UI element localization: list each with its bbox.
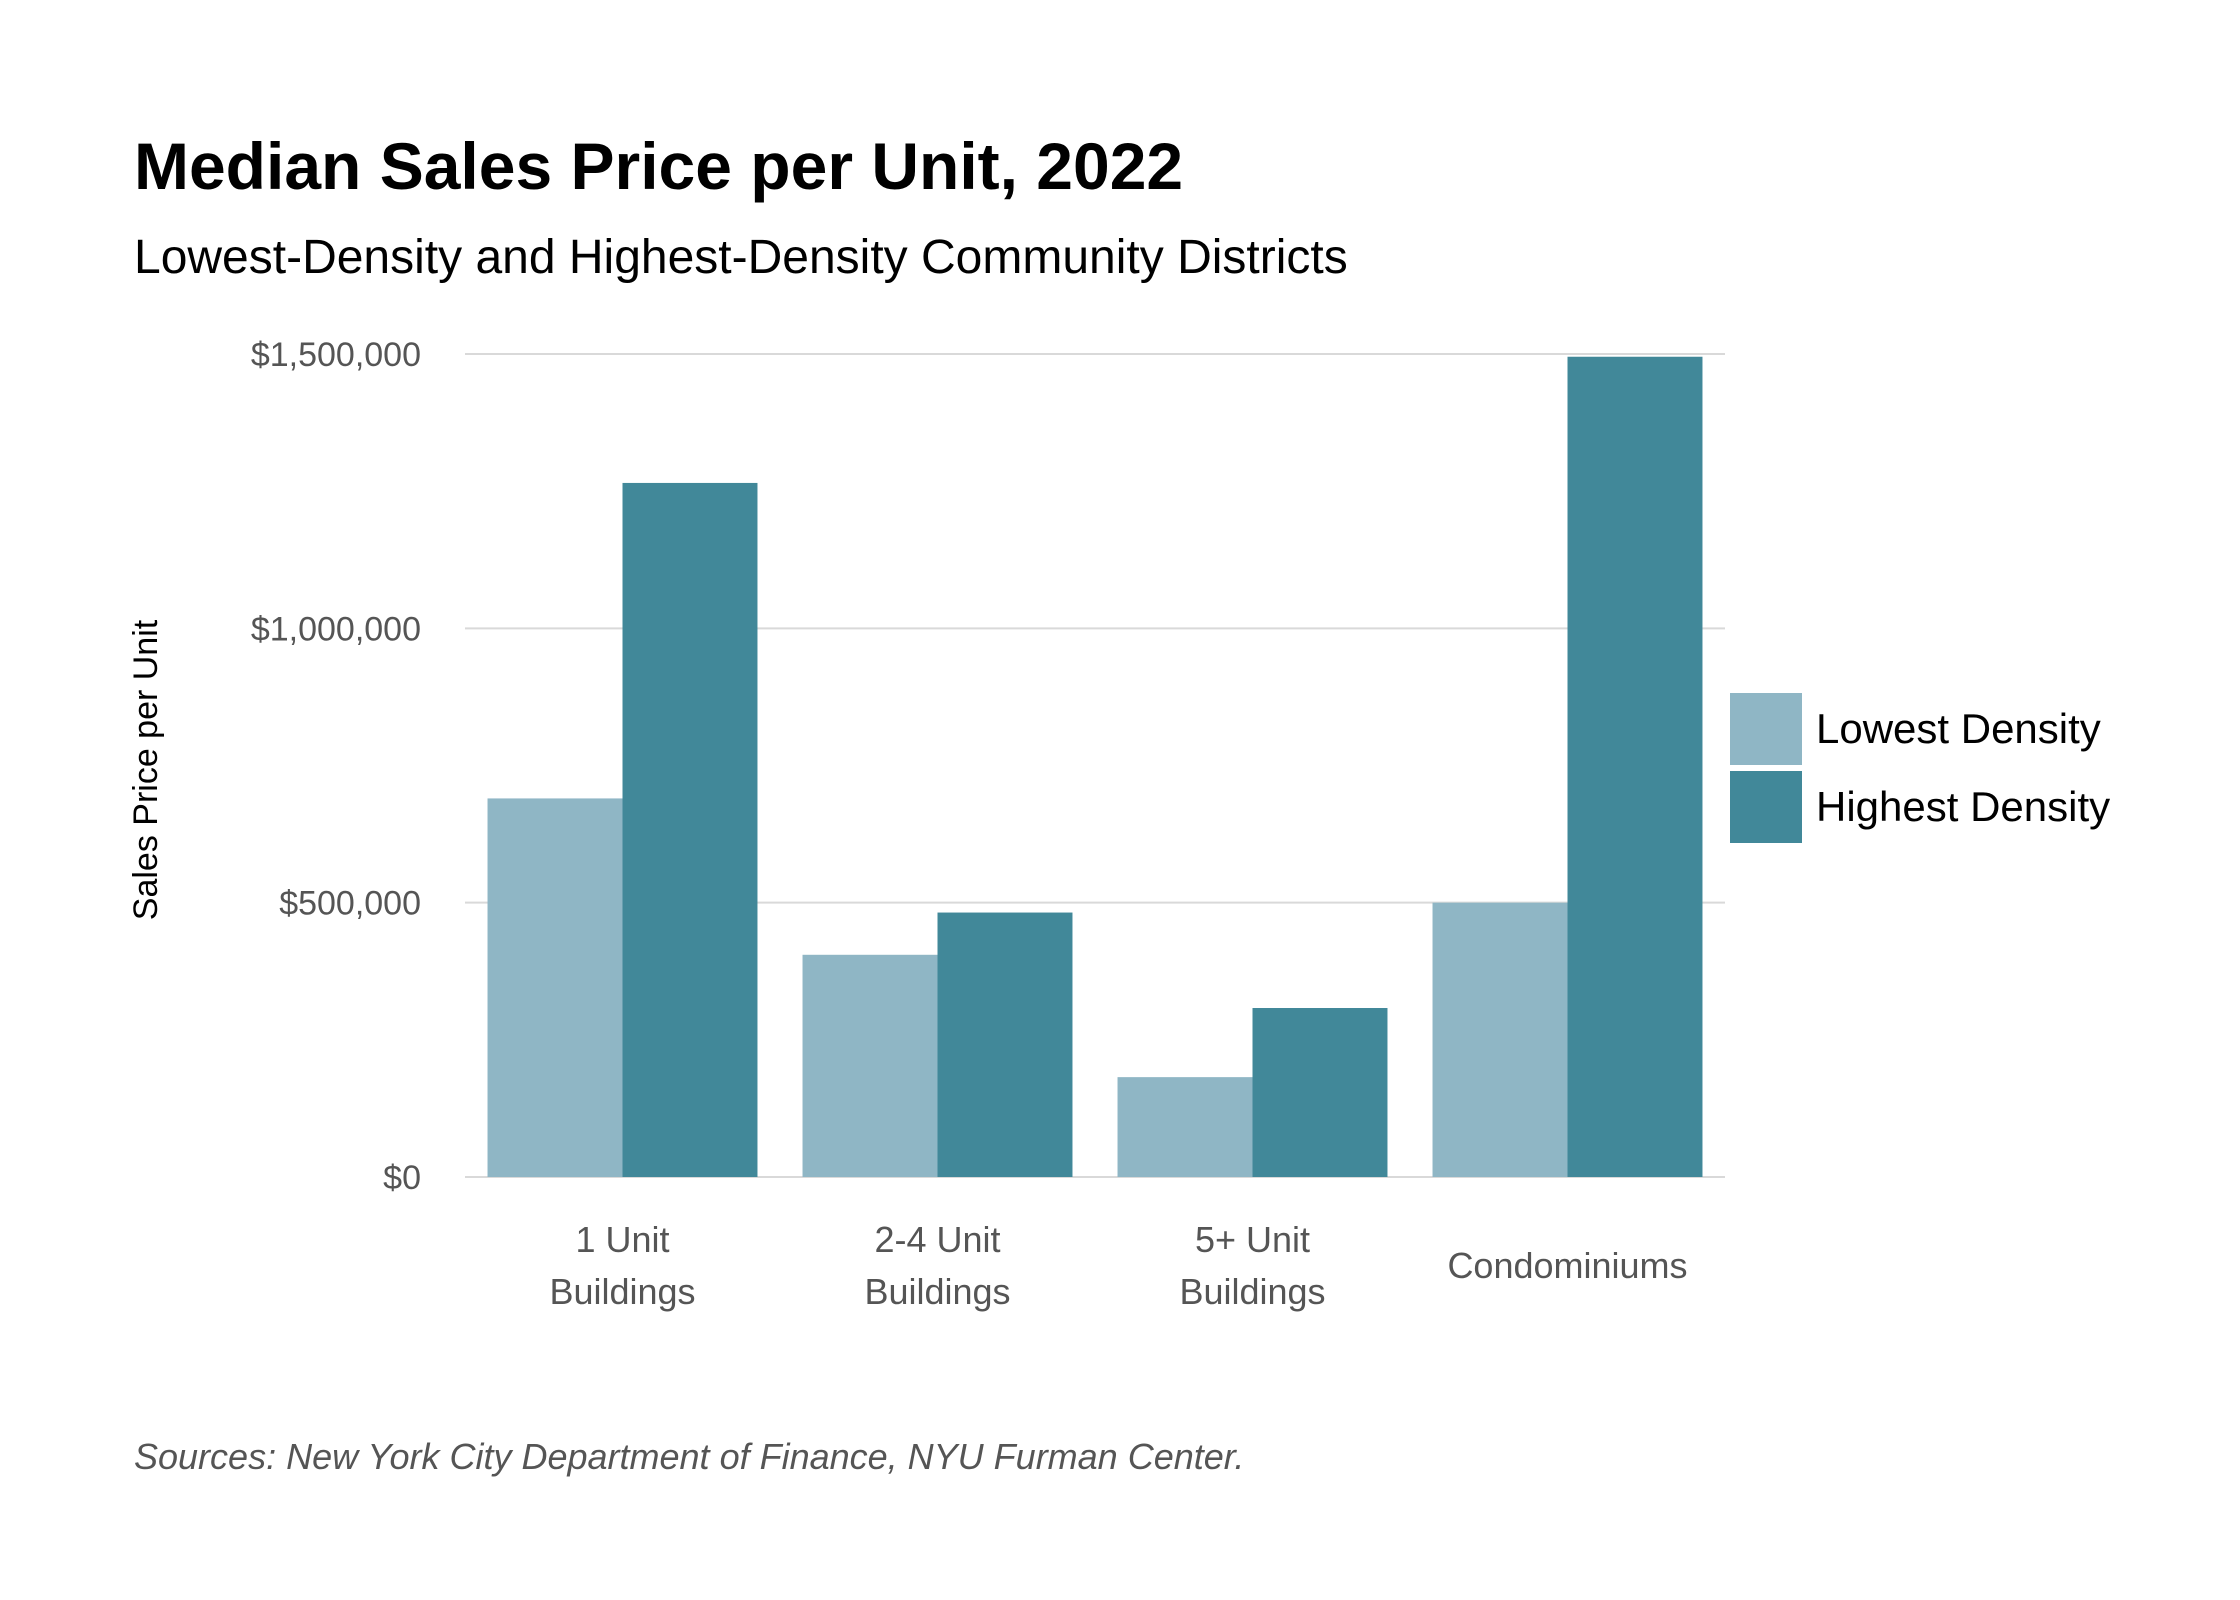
y-axis-label: Sales Price per Unit (127, 619, 165, 920)
bar-highest-density (937, 912, 1073, 1177)
x-tick-label-line: Buildings (864, 1271, 1010, 1312)
x-axis-ticks: 1 Unit Buildings 2-4 Unit Buildings 5+ Unit B… (549, 1219, 1687, 1312)
chart-legend: Lowest Density Highest Density (1730, 692, 2110, 848)
x-tick-label-line: 1 Unit (575, 1219, 669, 1260)
bar-lowest-density (1117, 1077, 1253, 1177)
legend-swatch-highest-density (1730, 771, 1802, 843)
bar-lowest-density (802, 954, 938, 1177)
y-axis-ticks: $0 $500,000 $1,000,000 $1,500,000 (251, 336, 421, 1197)
y-tick-label: $1,500,000 (251, 336, 421, 374)
legend-swatch-lowest-density (1730, 693, 1802, 765)
x-tick-label-line: 2-4 Unit (874, 1219, 1000, 1260)
chart-subtitle: Lowest-Density and Highest-Density Commu… (134, 231, 1348, 284)
x-tick-label-line: Condominiums (1447, 1245, 1687, 1286)
bar-lowest-density (487, 798, 623, 1177)
x-tick-label-line: Buildings (1179, 1271, 1325, 1312)
x-tick-label: 2-4 Unit Buildings (864, 1219, 1010, 1312)
legend-label: Lowest Density (1816, 705, 2101, 752)
bar-highest-density (1252, 1008, 1388, 1177)
legend-item-lowest-density: Lowest Density (1730, 692, 2110, 766)
legend-item-highest-density: Highest Density (1730, 770, 2110, 844)
x-tick-label: Condominiums (1447, 1245, 1687, 1286)
bar-highest-density (1567, 356, 1703, 1177)
source-note: Sources: New York City Department of Fin… (134, 1436, 1245, 1477)
x-tick-label: 1 Unit Buildings (549, 1219, 695, 1312)
bars (487, 356, 1703, 1178)
chart-title: Median Sales Price per Unit, 2022 (134, 129, 1184, 203)
y-tick-label: $1,000,000 (251, 610, 421, 648)
x-tick-label: 5+ Unit Buildings (1179, 1219, 1325, 1312)
y-tick-label: $500,000 (279, 885, 421, 923)
legend-label: Highest Density (1816, 783, 2111, 830)
bar-lowest-density (1432, 902, 1568, 1177)
x-tick-label-line: 5+ Unit (1195, 1219, 1310, 1260)
bar-highest-density (622, 482, 758, 1178)
x-tick-label-line: Buildings (549, 1271, 695, 1312)
y-tick-label: $0 (383, 1159, 421, 1197)
